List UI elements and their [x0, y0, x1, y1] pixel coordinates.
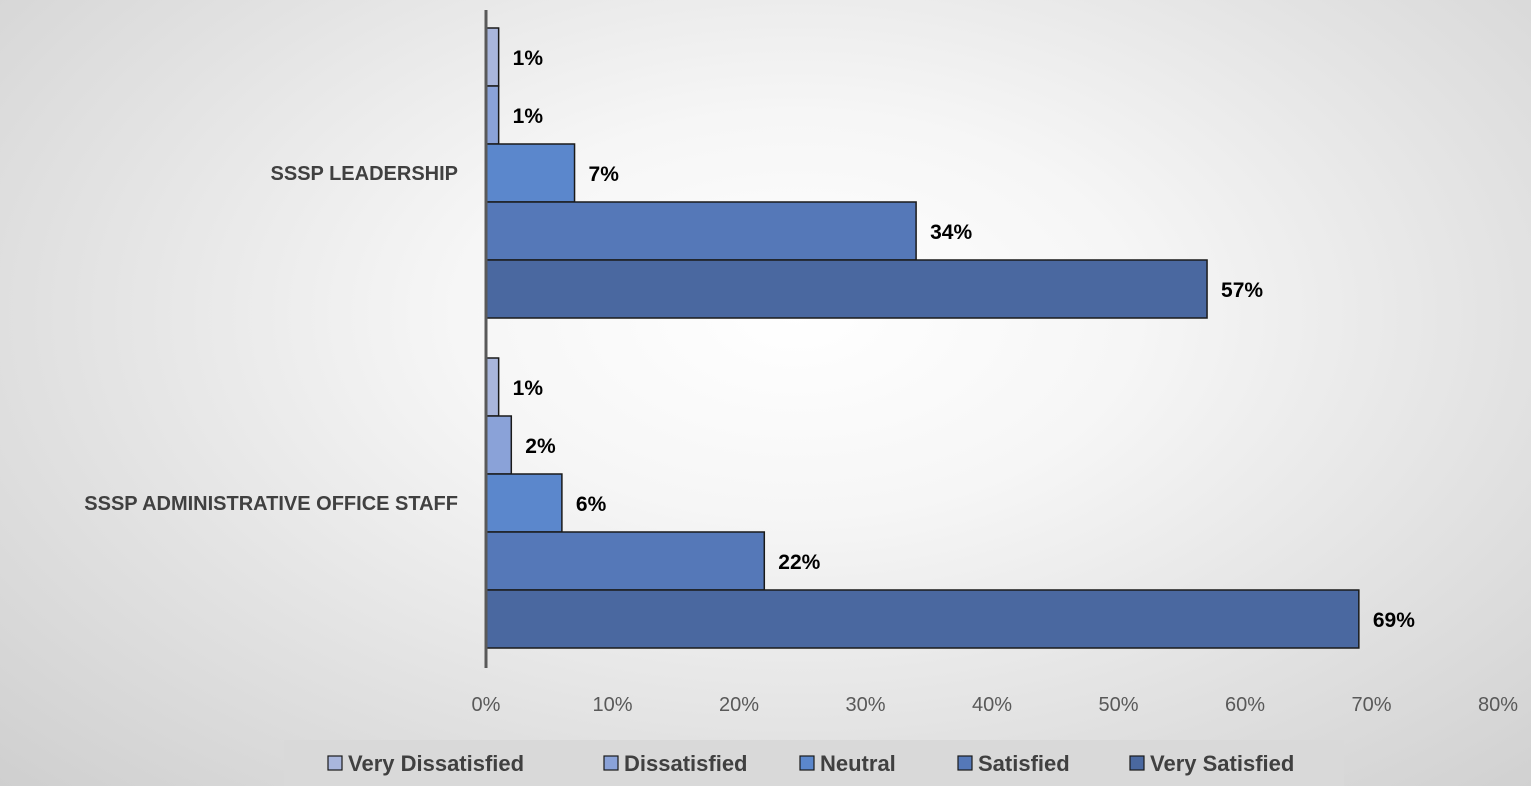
- x-tick-label: 30%: [845, 694, 885, 716]
- x-tick-label: 80%: [1478, 694, 1518, 716]
- bar-very-dissatisfied-sssp-administrative-office-staff: [485, 357, 500, 417]
- bar-very-satisfied-sssp-administrative-office-staff: [485, 589, 1360, 649]
- bar-very-satisfied-sssp-leadership: [485, 259, 1208, 319]
- bar-satisfied-sssp-administrative-office-staff: [485, 531, 766, 591]
- legend-swatch-neutral: [799, 755, 815, 771]
- bar-neutral-sssp-administrative-office-staff: [485, 473, 563, 533]
- data-label-neutral-sssp-administrative-office-staff: 6%: [576, 493, 607, 516]
- x-tick-label: 70%: [1351, 694, 1391, 716]
- data-label-dissatisfied-sssp-administrative-office-staff: 2%: [525, 435, 556, 458]
- category-label-sssp-leadership: SSSP LEADERSHIP: [271, 163, 458, 185]
- x-tick-label: 10%: [592, 694, 632, 716]
- legend-label-dissatisfied: Dissatisfied: [624, 751, 748, 776]
- legend-swatch-very-satisfied: [1129, 755, 1145, 771]
- bar-satisfied-sssp-leadership: [485, 201, 917, 261]
- legend-label-very-satisfied: Very Satisfied: [1150, 751, 1294, 776]
- x-tick-label: 20%: [719, 694, 759, 716]
- legend-swatch-very-dissatisfied: [327, 755, 343, 771]
- category-label-sssp-administrative-office-staff: SSSP ADMINISTRATIVE OFFICE STAFF: [84, 493, 458, 515]
- x-tick-label: 60%: [1225, 694, 1265, 716]
- data-label-neutral-sssp-leadership: 7%: [589, 163, 620, 186]
- data-label-very-satisfied-sssp-administrative-office-staff: 69%: [1373, 609, 1415, 632]
- data-label-very-satisfied-sssp-leadership: 57%: [1221, 279, 1263, 302]
- bar-dissatisfied-sssp-administrative-office-staff: [485, 415, 513, 475]
- bar-very-dissatisfied-sssp-leadership: [485, 27, 500, 87]
- data-label-very-dissatisfied-sssp-leadership: 1%: [513, 47, 544, 70]
- legend-label-satisfied: Satisfied: [978, 751, 1070, 776]
- legend-label-neutral: Neutral: [820, 751, 896, 776]
- legend-label-very-dissatisfied: Very Dissatisfied: [348, 751, 524, 776]
- x-tick-label: 40%: [972, 694, 1012, 716]
- data-label-very-dissatisfied-sssp-administrative-office-staff: 1%: [513, 377, 544, 400]
- data-label-satisfied-sssp-leadership: 34%: [930, 221, 972, 244]
- bar-neutral-sssp-leadership: [485, 143, 576, 203]
- x-tick-label: 0%: [472, 694, 501, 716]
- bar-dissatisfied-sssp-leadership: [485, 85, 500, 145]
- legend-swatch-dissatisfied: [603, 755, 619, 771]
- legend-swatch-satisfied: [957, 755, 973, 771]
- x-tick-label: 50%: [1098, 694, 1138, 716]
- data-label-satisfied-sssp-administrative-office-staff: 22%: [778, 551, 820, 574]
- data-label-dissatisfied-sssp-leadership: 1%: [513, 105, 544, 128]
